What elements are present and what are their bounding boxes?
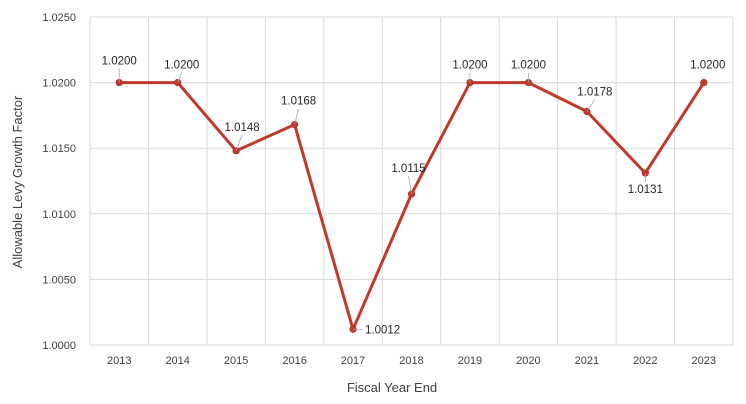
data-label: 1.0148	[225, 122, 260, 134]
y-axis-ticks: 1.0000 1.0050 1.0100 1.0150 1.0200 1.0250	[42, 12, 76, 352]
x-tick-label: 2018	[399, 355, 423, 367]
data-label: 1.0115	[391, 163, 425, 175]
gridlines	[89, 16, 734, 346]
x-tick-label: 2023	[692, 355, 716, 367]
data-label: 1.0200	[511, 60, 546, 72]
x-axis-title: Fiscal Year End	[347, 380, 437, 395]
x-tick-label: 2020	[516, 355, 540, 367]
x-tick-label: 2015	[224, 355, 248, 367]
y-axis-title: Allowable Levy Growth Factor	[10, 95, 25, 268]
y-tick-label: 1.0150	[42, 143, 76, 155]
y-tick-label: 1.0000	[42, 340, 76, 352]
x-tick-label: 2014	[165, 355, 189, 367]
data-label: 1.0200	[452, 60, 487, 72]
data-label: 1.0012	[365, 324, 400, 336]
y-tick-label: 1.0200	[42, 78, 76, 90]
data-label: 1.0178	[577, 86, 612, 98]
data-label: 1.0131	[628, 184, 663, 196]
leader-line	[294, 108, 299, 125]
data-label: 1.0200	[102, 56, 137, 68]
data-point	[583, 107, 591, 116]
series-line-group	[115, 79, 708, 333]
y-tick-label: 1.0100	[42, 209, 76, 221]
data-label: 1.0168	[281, 96, 316, 108]
data-label: 1.0200	[690, 60, 725, 72]
data-point	[290, 120, 299, 129]
x-axis-ticks: 2013 2014 2015 2016 2017 2018 2019 2020 2021 2022…	[107, 355, 716, 367]
x-tick-label: 2022	[633, 355, 657, 367]
x-tick-label: 2013	[107, 355, 131, 367]
data-point	[174, 79, 182, 87]
data-label: 1.0200	[164, 60, 199, 72]
data-labels: 1.0200 1.0200 1.0148 1.0168 1.0012 1.0115 1.02…	[102, 56, 726, 337]
x-tick-label: 2021	[575, 355, 599, 367]
x-tick-label: 2017	[341, 355, 365, 367]
y-tick-label: 1.0050	[42, 274, 76, 286]
x-tick-label: 2016	[282, 355, 306, 367]
leader-line	[586, 99, 596, 112]
leader-line	[177, 72, 183, 83]
leader-line	[235, 134, 243, 151]
leader-line	[408, 176, 412, 195]
data-point	[700, 79, 708, 87]
x-tick-label: 2019	[458, 355, 482, 367]
y-tick-label: 1.0250	[42, 12, 76, 24]
